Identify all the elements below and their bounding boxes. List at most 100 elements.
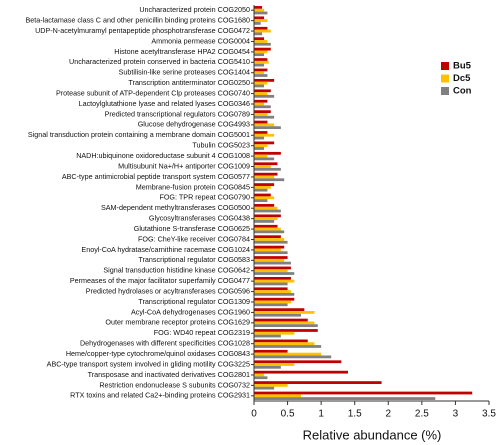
category-label: Dehydrogenases with different specificit…: [80, 339, 250, 348]
bar: [254, 178, 285, 182]
category-label: Outer membrane receptor proteins COG1629: [105, 318, 250, 327]
bar: [254, 183, 275, 186]
bar: [254, 256, 288, 259]
bar: [254, 11, 268, 15]
bar: [254, 248, 281, 252]
bar: [254, 167, 281, 171]
bar: [254, 258, 285, 262]
category-label: Beta-lactamase class C and other penicil…: [25, 16, 250, 25]
bar: [254, 8, 265, 12]
category-label: RTX toxins and related Ca2+-binding prot…: [70, 391, 250, 400]
bar: [254, 224, 278, 228]
bar: [254, 383, 288, 387]
category-label: Uncharacterized protein COG2050: [139, 5, 250, 14]
category-label: Transposase and inactivated derivatives …: [88, 370, 250, 379]
bar: [254, 308, 305, 312]
bar: [254, 175, 275, 179]
bar: [254, 381, 382, 384]
bar: [254, 188, 268, 192]
category-label: FOG: CheY-like receiver COG0784: [138, 234, 250, 243]
bar: [254, 342, 315, 346]
bar: [254, 331, 295, 335]
bar: [254, 329, 318, 332]
category-label: Signal transduction protein containing a…: [28, 130, 250, 139]
category-label: FOG: WD40 repeat COG2319: [154, 328, 250, 337]
category-label: ABC-type transport system involved in gl…: [47, 359, 250, 368]
bar: [254, 266, 291, 270]
category-label: Histone acetyltransferase HPA2 COG0454: [114, 47, 250, 56]
bar: [254, 147, 265, 150]
bar: [254, 37, 265, 41]
category-label: Tubulin COG5023: [192, 141, 250, 150]
bar: [254, 209, 281, 213]
category-label: Restriction endonuclease S subunits COG0…: [99, 380, 250, 389]
bar: [254, 287, 288, 291]
bar: [254, 394, 301, 398]
bar: [254, 352, 322, 356]
bar: [254, 334, 281, 338]
bar: [254, 131, 268, 134]
bar: [254, 185, 271, 189]
category-label: Acyl-CoA dehydrogenases COG1960: [131, 307, 250, 316]
bar: [254, 165, 271, 168]
bar: [254, 123, 275, 127]
bar: [254, 269, 288, 273]
bar: [254, 172, 278, 176]
bar: [254, 240, 288, 244]
bar: [254, 324, 318, 328]
bar: [254, 303, 288, 307]
bar: [254, 220, 275, 223]
bar: [254, 235, 281, 239]
category-label: Signal transduction histidine kinase COG…: [103, 266, 250, 275]
bar: [254, 19, 268, 23]
bar: [254, 238, 285, 241]
bar: [254, 113, 268, 116]
bar: [254, 102, 265, 106]
bar: [254, 376, 268, 380]
bar: [254, 22, 261, 25]
bar: [254, 386, 275, 390]
bar: [254, 282, 288, 286]
category-label: Glucose dehydrogenase COG4993: [138, 120, 250, 129]
legend-swatch: [441, 62, 449, 70]
bar: [254, 199, 268, 202]
bar: [254, 162, 278, 166]
bar: [254, 355, 332, 359]
category-label: Transcriptional regulator COG0583: [138, 255, 250, 264]
bar: [254, 40, 268, 43]
bar: [254, 321, 315, 325]
bar: [254, 217, 278, 221]
category-label: Glutathione S-transferase COG0625: [134, 224, 250, 233]
bar: [254, 154, 268, 158]
bar: [254, 115, 275, 119]
bar: [254, 58, 268, 61]
bar: [254, 53, 265, 57]
bar: [254, 245, 285, 249]
bar: [254, 151, 281, 155]
category-label: Heme/copper-type cytochrome/quinol oxida…: [66, 349, 250, 358]
bar: [254, 276, 291, 280]
bar: [254, 16, 265, 20]
category-label: NADH:ubiquinone oxidoreductase subunit 4…: [76, 151, 250, 160]
bar: [254, 196, 275, 200]
bar: [254, 230, 285, 234]
legend-label: Con: [453, 86, 472, 97]
category-label: Subtilisin-like serine proteases COG1404: [119, 68, 250, 77]
category-label: Predicted transcriptional regulators COG…: [105, 109, 250, 118]
x-tick-label: 1.5: [348, 409, 362, 420]
bar: [254, 50, 268, 54]
category-label: ABC-type antimicrobial peptide transport…: [62, 172, 250, 181]
bar: [254, 63, 265, 67]
bar: [254, 105, 271, 109]
legend-swatch: [441, 87, 449, 95]
bar: [254, 349, 288, 353]
bar: [254, 110, 271, 114]
bar: [254, 68, 268, 72]
bar: [254, 81, 268, 85]
category-label: Predicted hydrolases or acyltransferases…: [86, 286, 250, 295]
bar: [254, 292, 295, 296]
x-axis-title: Relative abundance (%): [303, 427, 442, 442]
bar: [254, 47, 271, 51]
bar: [254, 339, 308, 343]
